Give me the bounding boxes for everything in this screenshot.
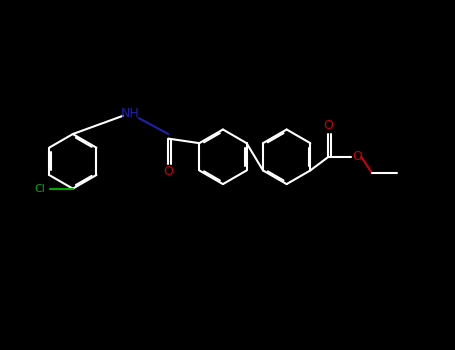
Text: O: O bbox=[163, 165, 173, 178]
Text: O: O bbox=[324, 119, 334, 132]
Text: O: O bbox=[352, 150, 362, 163]
Text: Cl: Cl bbox=[35, 184, 46, 194]
Text: NH: NH bbox=[120, 107, 139, 120]
